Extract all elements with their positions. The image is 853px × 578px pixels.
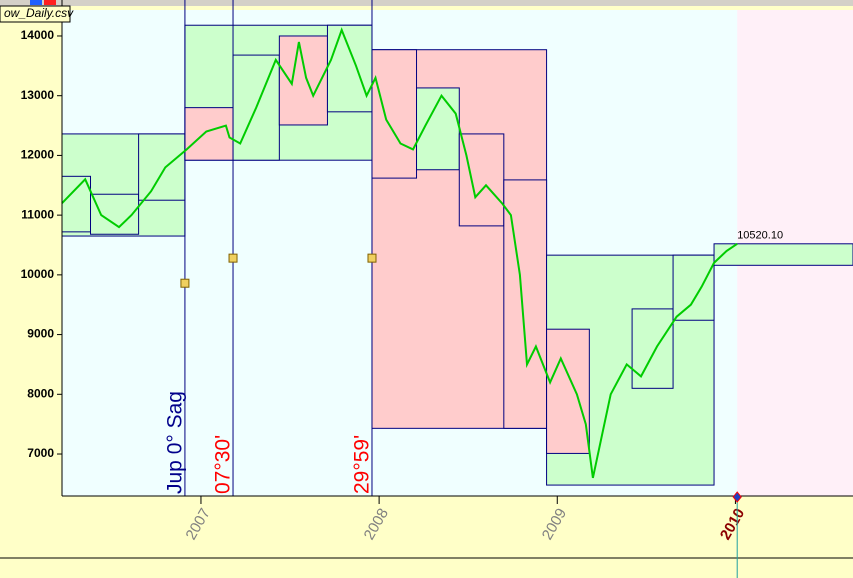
range-box xyxy=(713,243,853,266)
x-tick-label: 2009 xyxy=(539,505,570,542)
range-box xyxy=(672,254,715,321)
toolbar-icon xyxy=(44,0,56,5)
x-tick-label: 2008 xyxy=(361,505,392,542)
event-label: 07°30' xyxy=(212,435,235,494)
price-line xyxy=(61,27,738,479)
event-marker xyxy=(228,253,238,263)
file-tab xyxy=(0,5,71,23)
y-tick-label: 10000 xyxy=(21,267,55,281)
event-label: Jup 0° Sag xyxy=(163,391,186,494)
y-tick-label: 12000 xyxy=(21,148,55,162)
cursor-diamond xyxy=(732,491,742,503)
event-marker xyxy=(367,253,377,263)
y-tick-label: 11000 xyxy=(21,207,54,221)
range-box xyxy=(458,133,505,227)
range-box xyxy=(326,24,373,113)
event-label: 29°59' xyxy=(351,435,374,494)
toolbar xyxy=(0,0,853,6)
range-box xyxy=(631,308,674,389)
x-tick-label: 2007 xyxy=(182,505,213,542)
x-tick-label: 2010 xyxy=(717,505,748,542)
last-price-label: 10520.10 xyxy=(737,230,783,242)
event-marker xyxy=(180,278,190,288)
range-box xyxy=(371,49,418,179)
range-box xyxy=(90,193,140,235)
y-tick-label: 13000 xyxy=(21,88,55,102)
y-tick-label: 9000 xyxy=(27,327,54,341)
y-tick-label: 7000 xyxy=(27,446,54,460)
y-tick-label: 8000 xyxy=(27,386,54,400)
toolbar-icon xyxy=(30,0,42,5)
range-box xyxy=(61,175,92,233)
y-tick-label: 14000 xyxy=(21,28,55,42)
range-box xyxy=(184,107,234,161)
range-box xyxy=(546,328,590,454)
file-label: ow_Daily.csv xyxy=(4,6,74,20)
range-box xyxy=(278,35,328,126)
range-box xyxy=(138,133,186,201)
